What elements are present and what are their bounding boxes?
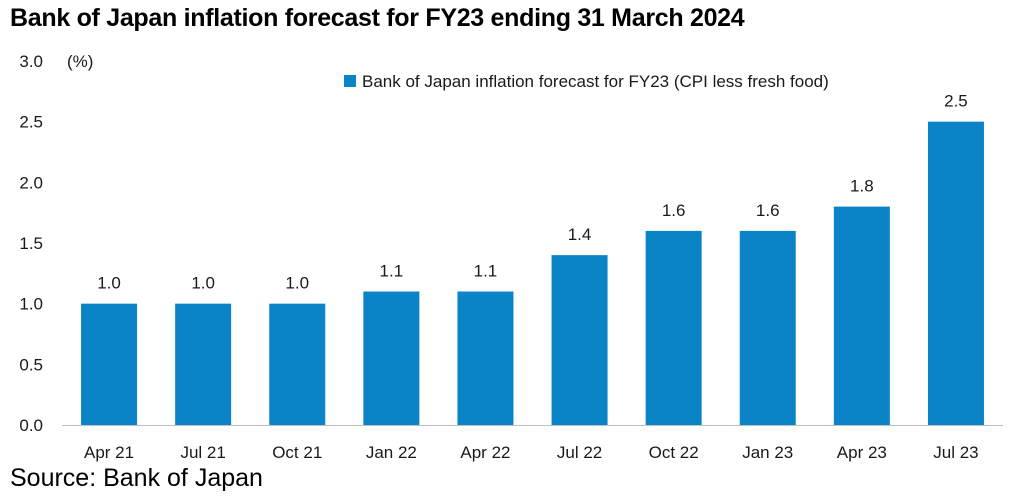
bar [645,230,702,425]
bar-value-label: 1.0 [285,274,309,293]
y-tick-label: 1.0 [19,295,43,314]
y-tick-label: 2.0 [19,173,43,192]
bar-value-label: 1.0 [97,274,121,293]
source-note: Source: Bank of Japan [10,464,263,492]
y-tick-label: 1.5 [19,234,43,253]
y-tick-label: 0.5 [19,355,43,374]
x-tick-label: Apr 23 [837,443,887,462]
legend-swatch [344,75,356,87]
bar [175,303,232,425]
bars: 1.0 1.0 1.0 1.1 1.1 1.4 1.6 1.6 1.8 2.5 [81,92,984,426]
x-axis: Apr 21 Jul 21 Oct 21 Jan 22 Apr 22 Jul 22 Oct … [84,443,979,462]
bar-value-label: 1.6 [662,201,686,220]
y-axis: 0.0 0.5 1.0 1.5 2.0 2.5 3.0 [19,52,43,435]
x-tick-label: Apr 22 [460,443,510,462]
y-axis-unit-label: (%) [67,52,93,71]
bar-value-label: 2.5 [944,92,968,111]
x-tick-label: Jul 21 [180,443,225,462]
bar [551,255,608,425]
y-tick-label: 2.5 [19,113,43,132]
x-tick-label: Jul 23 [933,443,978,462]
y-tick-label: 0.0 [19,416,43,435]
bar-value-label: 1.1 [380,262,404,281]
bar [833,206,890,425]
bar-value-label: 1.1 [474,262,498,281]
bar [457,291,514,425]
bar-value-label: 1.8 [850,177,874,196]
legend: Bank of Japan inflation forecast for FY2… [344,72,829,91]
bar-value-label: 1.6 [756,201,780,220]
legend-label: Bank of Japan inflation forecast for FY2… [362,72,829,91]
bar-value-label: 1.4 [568,225,592,244]
bar [363,291,420,425]
x-tick-label: Jan 22 [366,443,417,462]
y-tick-label: 3.0 [19,52,43,71]
x-tick-label: Oct 22 [649,443,699,462]
x-tick-label: Jul 22 [557,443,602,462]
bar [739,230,796,425]
bar [269,303,326,425]
bar-value-label: 1.0 [191,274,215,293]
bar [927,121,984,426]
chart-title: Bank of Japan inflation forecast for FY2… [10,4,745,32]
x-tick-label: Oct 21 [272,443,322,462]
x-tick-label: Jan 23 [742,443,793,462]
bar [81,303,138,425]
x-tick-label: Apr 21 [84,443,134,462]
